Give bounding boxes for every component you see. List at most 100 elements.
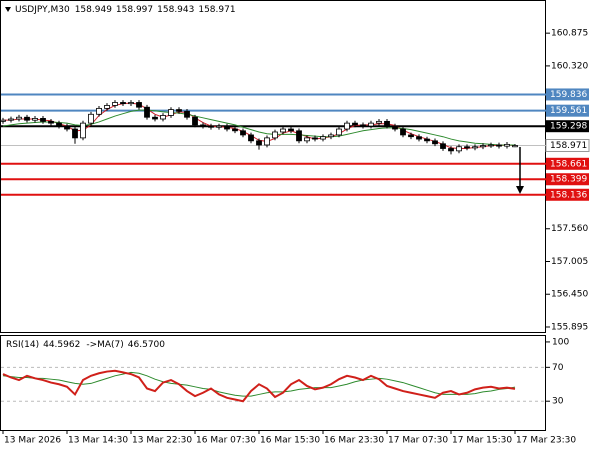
candle-body (296, 130, 302, 142)
symbol: USDJPY,M30 (15, 5, 70, 15)
current-price-label: 158.971 (550, 141, 587, 151)
x-tick-label: 16 Mar 23:30 (324, 436, 384, 446)
candle-body (216, 125, 222, 128)
x-tick-label: 13 Mar 22:30 (132, 436, 192, 446)
plot-layer: 160.875 160.320 157.560 157.005 156.450 155.8… (0, 29, 590, 446)
candle-body (280, 128, 286, 133)
candle-body (264, 137, 270, 146)
candle-body (232, 128, 238, 132)
candle-body (384, 120, 390, 127)
candle-body (328, 134, 334, 138)
moving-average (2, 109, 515, 146)
candle-body (120, 102, 126, 105)
candle-body (32, 118, 38, 121)
candle-body (96, 107, 102, 115)
close-readout: 158.971 (198, 5, 235, 15)
y-tick-label: 156.450 (551, 290, 588, 300)
level-label: 159.561 (550, 106, 587, 116)
level-label: 159.298 (550, 122, 587, 132)
candle-body (112, 102, 118, 106)
main-panel (0, 0, 546, 333)
y-tick-label: 30 (552, 397, 564, 407)
candle-body (48, 120, 54, 124)
candle-body (200, 124, 206, 127)
y-tick-label: 157.560 (551, 224, 588, 234)
y-tick-label: 160.320 (551, 61, 588, 71)
candle-body (304, 137, 310, 142)
symbol-header: USDJPY,M30 158.949 158.997 158.943 158.971 (15, 5, 236, 15)
candle-body (352, 122, 358, 126)
candle-body (480, 145, 486, 148)
candle-body (80, 122, 86, 139)
rsi-readout: 44.5962 (43, 340, 80, 350)
candle-body (408, 134, 414, 138)
x-tick-label: 17 Mar 15:30 (452, 436, 512, 446)
y-tick-label: 160.875 (551, 29, 588, 39)
candle-body (472, 146, 478, 149)
candle-body (432, 140, 438, 145)
candle-body (512, 145, 518, 148)
candle-body (240, 130, 246, 136)
y-tick-label: 155.895 (551, 322, 588, 332)
rsi-line (2, 369, 516, 403)
candle-body (208, 125, 214, 128)
candle-body (104, 105, 110, 109)
candle-body (176, 109, 182, 112)
candle-body (272, 131, 278, 139)
ma-readout: 46.5700 (128, 340, 165, 350)
candle-body (392, 125, 398, 130)
candle-body (64, 125, 70, 130)
level-label: 158.136 (550, 190, 587, 200)
arrow-head (516, 186, 524, 194)
candle-body (400, 128, 406, 136)
x-tick-label: 13 Mar 2026 (4, 436, 61, 446)
rsi-header: RSI(14) 44.5962 ->MA(7) 46.5700 (6, 340, 165, 350)
candle-body (440, 143, 446, 149)
candle-body (456, 146, 462, 152)
x-tick-label: 16 Mar 15:30 (260, 436, 320, 446)
candle-body (344, 122, 350, 130)
level-tag (546, 173, 589, 186)
x-tick-label: 16 Mar 07:30 (196, 436, 256, 446)
level-label: 158.399 (550, 175, 587, 185)
current-price-tag (545, 138, 590, 152)
candle-body (488, 144, 494, 147)
level-tag (546, 120, 589, 133)
high-readout: 158.997 (116, 5, 153, 15)
x-tick-label: 17 Mar 07:30 (388, 436, 448, 446)
candle-body (416, 136, 422, 140)
open-readout: 158.949 (75, 5, 112, 15)
candle-body (360, 124, 366, 127)
candle-body (464, 146, 470, 149)
menu-triangle[interactable] (5, 7, 11, 12)
rsi-ma-line (2, 371, 516, 397)
rsi-label: RSI(14) (6, 340, 39, 350)
candle-body (376, 120, 382, 124)
candle-body (224, 125, 230, 130)
candle-body (256, 140, 262, 146)
candle-body (168, 109, 174, 116)
candle-body (424, 138, 430, 142)
candle-body (312, 137, 318, 140)
level-tag (546, 188, 589, 201)
candle-body (88, 113, 94, 124)
candle-body (192, 116, 198, 126)
candle-body (40, 118, 46, 122)
y-tick-label: 70 (552, 363, 564, 373)
target-arrow (516, 147, 524, 194)
candle-body (320, 136, 326, 140)
candle-body (8, 118, 14, 121)
candle-body (248, 134, 254, 142)
level-tag (546, 88, 589, 101)
candle-body (160, 115, 166, 120)
candle-body (448, 148, 454, 152)
candle-body (0, 119, 6, 122)
x-tick-label: 13 Mar 14:30 (68, 436, 128, 446)
y-tick-label: 100 (552, 337, 569, 347)
candle-body (128, 102, 134, 105)
candle-body (16, 116, 22, 120)
candle-body (136, 102, 142, 108)
x-tick-label: 17 Mar 23:30 (516, 436, 576, 446)
y-tick-label: 157.005 (551, 257, 588, 267)
